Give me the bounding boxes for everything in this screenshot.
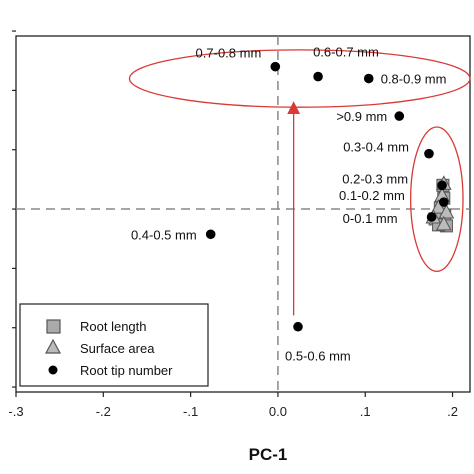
- legend-triangle-icon: [44, 338, 62, 354]
- legend: Root length Surface area Root tip number: [19, 303, 209, 387]
- surface-area-point: [435, 215, 452, 231]
- x-tick-label: -.2: [96, 404, 111, 419]
- root-tip-number-point: [424, 148, 434, 159]
- x-tick-label: -.3: [8, 404, 23, 419]
- point-label: 0.5-0.6 mm: [285, 349, 351, 364]
- point-label: 0.6-0.7 mm: [313, 45, 379, 60]
- point-label: 0.1-0.2 mm: [339, 188, 405, 203]
- root-tip-number-point: [363, 73, 374, 84]
- point-label: 0-0.1 mm: [343, 211, 398, 226]
- root-tip-number-point: [426, 212, 437, 222]
- legend-circle-icon: [48, 365, 58, 375]
- legend-label-surface-area: Surface area: [80, 341, 155, 356]
- point-label: 0.7-0.8 mm: [196, 46, 262, 61]
- plot-area: -.3 -.2 -.1 0.0 .1 .2 0.7-0.8 mm 0.6-0.7 mm0.8-…: [8, 30, 471, 419]
- point-label: >0.9 mm: [336, 109, 387, 124]
- surface-area-point: [438, 203, 455, 219]
- x-axis-title: PC-1: [249, 445, 288, 464]
- annotation-ellipse-2: [409, 126, 464, 273]
- root-tip-number-point: [394, 111, 405, 121]
- root-tip-number-point: [437, 180, 447, 191]
- legend-square-icon: [46, 319, 61, 334]
- point-label: 0.3-0.4 mm: [343, 140, 409, 155]
- root-tip-number-point: [270, 61, 281, 72]
- x-tick-label: .2: [447, 404, 458, 419]
- root-tip-number-point: [439, 197, 449, 207]
- point-label: 0.4-0.5 mm: [131, 227, 197, 242]
- root-tip-number-point: [293, 321, 303, 332]
- x-tick-label: .1: [360, 404, 371, 419]
- point-label: 0.2-0.3 mm: [342, 171, 408, 186]
- point-label: 0.8-0.9 mm: [381, 72, 447, 87]
- legend-label-root-length: Root length: [80, 319, 147, 334]
- x-tick-label: -.1: [183, 404, 198, 419]
- plot-frame: [15, 35, 471, 393]
- x-tick-label: 0.0: [269, 404, 287, 419]
- legend-label-root-tip-number: Root tip number: [80, 363, 173, 378]
- root-tip-number-point: [205, 229, 216, 240]
- root-tip-number-point: [313, 71, 323, 82]
